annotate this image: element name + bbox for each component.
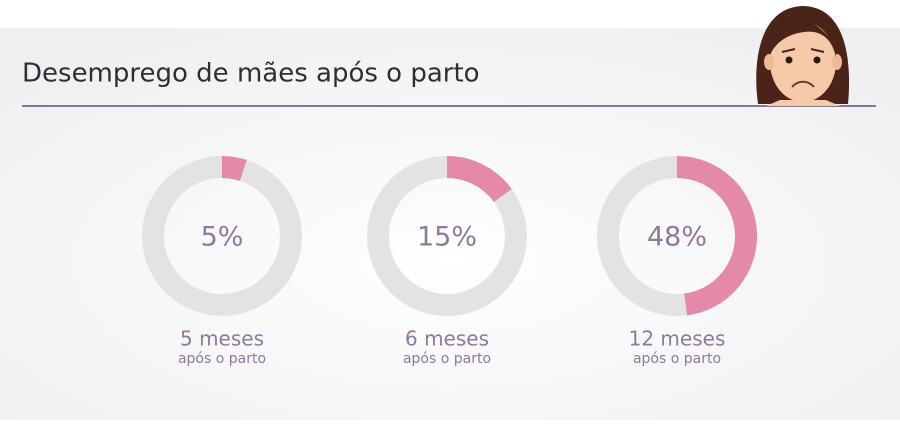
value-label: 5%: [201, 222, 244, 253]
donut-arc: [221, 156, 247, 181]
sad-face-icon: [756, 6, 850, 106]
donut-arc: [446, 156, 512, 203]
chart-title: Desemprego de mães após o parto: [22, 59, 480, 89]
donut-arc: [676, 156, 757, 316]
category-label: 5 meses: [180, 327, 264, 351]
value-label: 48%: [647, 222, 707, 253]
category-sublabel: após o parto: [633, 351, 721, 367]
category-sublabel: após o parto: [403, 351, 491, 367]
category-label: 6 meses: [405, 327, 489, 351]
category-sublabel: após o parto: [178, 351, 266, 367]
value-label: 15%: [417, 222, 477, 253]
category-label: 12 meses: [629, 327, 726, 351]
